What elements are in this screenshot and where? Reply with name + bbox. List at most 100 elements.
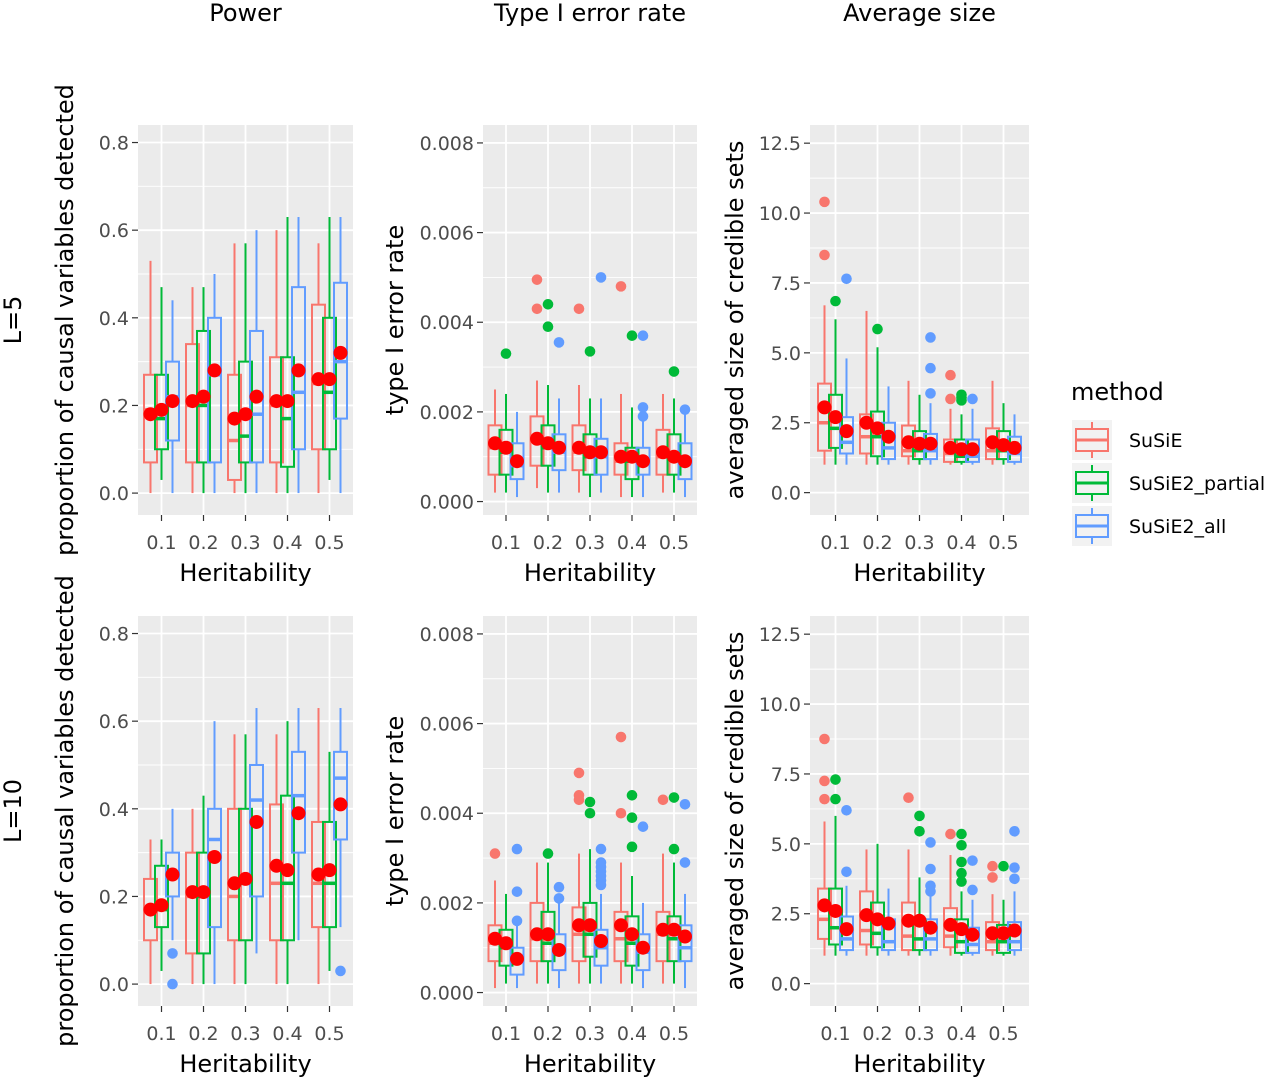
outlier-point [819,794,830,805]
y-tick-label: 0.002 [420,893,474,915]
y-axis-title: averaged size of credible sets [721,632,749,991]
outlier-point [335,966,346,977]
outlier-point [543,299,554,310]
mean-point [323,372,337,386]
y-axis-title: type I error rate [381,225,409,415]
y-tick-label: 7.5 [771,764,801,786]
mean-point [208,363,222,377]
outlier-point [554,337,565,348]
outlier-point [658,794,669,805]
outlier-point [914,826,925,837]
y-axis-title: type I error rate [381,716,409,906]
mean-point [678,454,692,468]
x-tick-label: 0.3 [575,532,605,554]
y-tick-label: 0.8 [99,133,129,155]
legend-entry: SuSiE [1072,420,1182,460]
x-axis-title: Heritability [179,559,311,587]
mean-point [678,930,692,944]
mean-point [499,936,513,950]
outlier-point [945,829,956,840]
mean-point [871,421,885,435]
outlier-point [925,332,936,343]
y-tick-label: 0.2 [99,395,129,417]
mean-point [552,441,566,455]
x-tick-label: 0.1 [820,1023,850,1045]
outlier-point [585,797,596,808]
mean-point [829,410,843,424]
outlier-point [819,734,830,745]
y-tick-label: 0.002 [420,402,474,424]
x-tick-label: 0.4 [946,1023,976,1045]
mean-point [197,885,211,899]
outlier-point [596,272,607,283]
x-tick-label: 0.2 [862,532,892,554]
x-tick-label: 0.3 [230,1023,260,1045]
outlier-point [574,768,585,779]
outlier-point [830,794,841,805]
x-tick-label: 0.1 [491,1023,521,1045]
mean-point [292,363,306,377]
y-tick-label: 0.008 [420,624,474,646]
x-tick-label: 0.5 [659,1023,689,1045]
mean-point [924,921,938,935]
mean-point [166,868,180,882]
mean-point [636,454,650,468]
outlier-point [596,880,607,891]
x-tick-label: 0.3 [575,1023,605,1045]
outlier-point [627,790,638,801]
panel-typeI_L10: 0.000 0.002 0.004 0.006 0.008 0.1 0.2 0.3 0.4 0.5… [381,616,697,1078]
outlier-point [841,805,852,816]
faceted-boxplot-figure: Power Type I error rate Average sizeL=5L=1… [0,0,1280,1081]
outlier-point [490,848,501,859]
mean-point [829,904,843,918]
mean-point [510,952,524,966]
mean-point [155,403,169,417]
y-tick-label: 0.8 [99,624,129,646]
x-tick-label: 0.1 [146,532,176,554]
x-tick-label: 0.2 [188,532,218,554]
outlier-point [925,363,936,374]
x-axis-title: Heritability [524,559,656,587]
y-tick-label: 5.0 [771,834,801,856]
y-tick-label: 0.4 [99,308,129,330]
y-tick-label: 0.0 [99,974,129,996]
outlier-point [998,861,1009,872]
row-label: L=5 [0,296,27,345]
outlier-point [967,885,978,896]
outlier-point [669,792,680,803]
outlier-point [956,840,967,851]
mean-point [155,898,169,912]
mean-point [882,917,896,931]
outlier-point [616,732,627,743]
y-tick-label: 0.0 [771,483,801,505]
legend-entry: SuSiE2_all [1072,506,1226,546]
y-tick-label: 0.2 [99,886,129,908]
outlier-point [967,855,978,866]
y-tick-label: 0.4 [99,799,129,821]
x-axis-title: Heritability [853,1050,985,1078]
y-tick-label: 0.6 [99,220,129,242]
legend-label: SuSiE [1129,430,1182,452]
mean-point [594,445,608,459]
mean-point [250,390,264,404]
x-axis-title: Heritability [179,1050,311,1078]
x-tick-label: 0.2 [533,532,563,554]
outlier-point [543,848,554,859]
mean-point [541,927,555,941]
legend-entry: SuSiE2_partial [1072,463,1265,503]
outlier-point [925,886,936,897]
outlier-point [1009,862,1020,873]
outlier-point [596,844,607,855]
x-axis-title: Heritability [524,1050,656,1078]
y-tick-label: 10.0 [759,203,801,225]
x-tick-label: 0.5 [314,532,344,554]
x-tick-label: 0.5 [988,532,1018,554]
mean-point [250,815,264,829]
legend-label: SuSiE2_partial [1129,473,1265,495]
x-tick-label: 0.3 [230,532,260,554]
outlier-point [987,872,998,883]
y-tick-label: 0.6 [99,711,129,733]
mean-point [281,394,295,408]
mean-point [208,850,222,864]
outlier-point [616,808,627,819]
